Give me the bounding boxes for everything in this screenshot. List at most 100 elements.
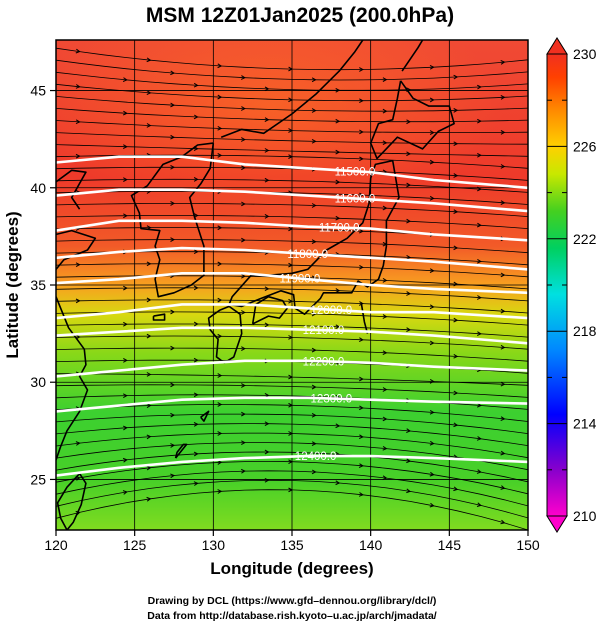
coastlines <box>56 40 455 530</box>
streamline-arrow <box>382 350 388 356</box>
streamline-arrow <box>240 106 246 111</box>
streamline-arrow <box>311 108 317 113</box>
streamline-arrow <box>240 468 246 474</box>
y-tick-label: 25 <box>30 471 46 487</box>
streamline-arrow <box>122 393 128 399</box>
coastline-sakhalin <box>401 40 424 72</box>
streamline-arrow <box>453 74 459 80</box>
streamline-arrow <box>217 297 223 303</box>
streamline-arrow <box>335 149 341 155</box>
streamline-arrow <box>358 301 364 306</box>
streamline-arrow <box>75 48 81 54</box>
streamline-arrow <box>217 489 223 494</box>
credit-data-source: Data from http://database.rish.kyoto–u.a… <box>147 610 436 622</box>
streamline-arrow <box>193 177 199 182</box>
credit-drawing: Drawing by DCL (https://www.gfd–dennou.o… <box>148 595 437 607</box>
x-tick-label: 135 <box>280 537 304 553</box>
longitude-axis: 120 125 130 135 140 145 150 <box>44 530 540 553</box>
streamline-arrow <box>170 201 176 206</box>
streamline-arrow <box>170 443 176 448</box>
geopotential-height-contours: 11500.0 11600.0 11700.0 11800.0 11900.0 12000… <box>56 155 528 477</box>
streamline-arrow <box>476 436 482 441</box>
streamline-arrow <box>429 159 435 165</box>
coastline-china-coast <box>56 169 87 210</box>
streamline-arrow <box>429 440 435 446</box>
streamline-arrow <box>453 353 459 359</box>
streamline-arrow <box>358 492 364 497</box>
streamline-arrow <box>429 64 435 70</box>
streamline-arrow <box>477 118 482 124</box>
streamline-arrow <box>217 153 223 158</box>
streamline-arrow <box>500 130 506 135</box>
streamline-arrow <box>500 416 506 421</box>
streamline-arrow <box>170 412 176 418</box>
coastline-russia-coast <box>220 40 364 138</box>
streamline-arrow <box>146 496 152 502</box>
streamline-arrow <box>264 322 270 328</box>
streamline-arrow <box>193 249 199 255</box>
streamline-arrow <box>240 137 246 142</box>
coastline-hokkaido <box>369 80 455 160</box>
x-tick-label: 150 <box>516 537 540 553</box>
streamline-arrow <box>146 434 152 440</box>
streamline-arrow <box>75 84 81 89</box>
streamline-arrow <box>406 151 412 157</box>
streamline-arrow <box>500 450 506 456</box>
figure-title: MSM 12Z01Jan2025 (200.0hPa) <box>146 4 454 27</box>
streamline-arrow <box>429 268 435 273</box>
height-contour <box>56 219 528 242</box>
streamline-arrow <box>311 311 317 317</box>
streamline-arrow <box>359 129 364 135</box>
streamline-arrow <box>476 402 482 408</box>
streamline-arrow <box>476 331 482 336</box>
streamline-arrow <box>500 344 506 350</box>
coastline-amami <box>200 410 210 422</box>
streamline-arrow <box>382 277 388 283</box>
streamline-arrow <box>335 118 341 124</box>
streamline-arrow <box>241 383 246 388</box>
streamline-arrow <box>358 337 364 343</box>
streamline-arrow <box>382 77 388 82</box>
streamline-arrow <box>241 237 246 243</box>
streamline-arrow <box>123 213 128 219</box>
streamline-arrow <box>123 321 128 327</box>
streamline-arrow <box>123 177 128 182</box>
streamline-arrow <box>500 200 506 205</box>
map-plot-area: 11500.0 11600.0 11700.0 11800.0 11900.0 12000… <box>55 39 529 531</box>
streamline-arrow <box>146 333 152 339</box>
streamline-arrow <box>406 119 412 125</box>
streamline-arrow <box>335 324 341 330</box>
streamline-arrow <box>146 57 152 63</box>
streamline-arrow <box>264 477 270 483</box>
colorbar-max-arrow <box>546 37 568 55</box>
streamline-arrow <box>358 376 364 382</box>
streamline-arrow <box>170 382 176 388</box>
streamline-arrow <box>382 416 388 422</box>
streamline-arrow <box>429 471 435 477</box>
colorbar-tick-label: 210 <box>573 508 597 524</box>
streamline-arrow <box>241 310 246 315</box>
streamline-arrow <box>217 261 223 267</box>
streamline-arrow <box>359 98 364 104</box>
streamline-arrow <box>75 441 81 446</box>
streamline-arrow <box>123 285 128 291</box>
streamline-arrow <box>217 63 223 69</box>
streamline-arrow <box>264 148 270 153</box>
streamline-arrow <box>75 262 81 268</box>
x-tick-label: 130 <box>202 537 226 553</box>
streamline-arrow <box>429 502 435 508</box>
streamline-arrow <box>217 373 223 378</box>
height-contour <box>56 188 528 213</box>
streamline-arrow <box>241 273 246 279</box>
streamline-arrow <box>477 152 482 158</box>
streamline-arrow <box>335 215 341 221</box>
height-contour <box>56 272 528 295</box>
y-tick-label: 40 <box>30 180 46 196</box>
streamline-arrow <box>240 75 246 80</box>
streamline-arrow <box>264 449 270 455</box>
contour-label: 12000.0 <box>311 305 353 317</box>
streamline-arrow <box>382 314 388 319</box>
contour-label: 11800.0 <box>287 249 328 261</box>
streamline-arrow <box>429 97 435 103</box>
streamline-arrow <box>335 480 341 486</box>
